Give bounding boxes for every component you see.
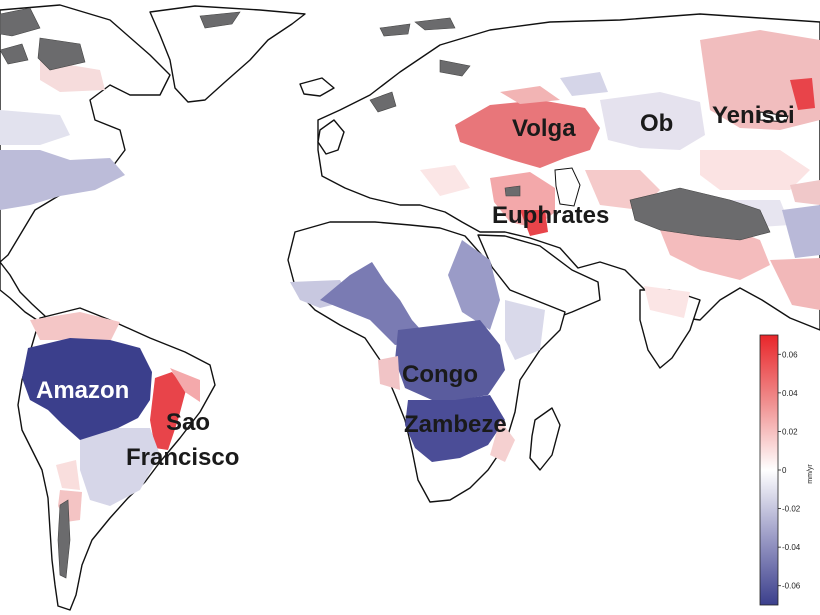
label-ob: Ob bbox=[640, 110, 673, 137]
arctic-islands-ice bbox=[414, 17, 456, 31]
caspian-sea bbox=[554, 167, 581, 207]
colorbar-ticks: 0.06 0.04 0.02 0 -0.02 -0.04 -0.06 bbox=[778, 350, 801, 591]
andes-ice bbox=[57, 499, 71, 579]
central-america bbox=[0, 261, 46, 323]
madagascar bbox=[529, 407, 561, 471]
sahel-cell bbox=[320, 262, 430, 345]
na-cell bbox=[0, 150, 125, 210]
ob-cell bbox=[560, 72, 608, 96]
land-layer bbox=[0, 4, 820, 611]
volga-cell bbox=[500, 86, 560, 104]
europe-cell bbox=[420, 165, 470, 196]
nile-cell bbox=[448, 240, 500, 330]
label-francisco: Francisco bbox=[126, 444, 239, 471]
yenisei-cell bbox=[790, 78, 815, 110]
east-siberia-cell bbox=[700, 150, 810, 190]
sa-cell bbox=[56, 460, 80, 490]
colorbar-tick-label: -0.02 bbox=[782, 505, 801, 514]
colorbar-tick-label: 0.02 bbox=[782, 427, 798, 436]
amazon-cell bbox=[30, 312, 120, 342]
label-yenisei: Yenisei bbox=[712, 102, 795, 129]
na-cell bbox=[0, 110, 70, 145]
colorbar-tick-label: 0 bbox=[782, 466, 787, 475]
label-amazon: Amazon bbox=[36, 377, 129, 404]
colorbar-unit: mm/yr bbox=[807, 464, 814, 484]
arctic-islands-ice bbox=[0, 7, 41, 37]
alaska-ice bbox=[0, 43, 29, 65]
label-congo: Congo bbox=[402, 361, 478, 388]
sa-africa-cell bbox=[378, 356, 400, 390]
ice-layer bbox=[0, 7, 771, 579]
caucasus-ice bbox=[504, 185, 521, 197]
asia-cell bbox=[770, 258, 820, 310]
label-zambeze: Zambeze bbox=[404, 411, 507, 438]
colorbar-ramp bbox=[759, 334, 779, 606]
label-euphrates: Euphrates bbox=[492, 202, 609, 229]
asia-cell bbox=[790, 180, 820, 205]
greenland bbox=[149, 5, 306, 103]
trend-cells bbox=[0, 30, 820, 522]
yenisei-cell bbox=[700, 30, 820, 130]
arctic-islands-ice bbox=[439, 59, 471, 77]
colorbar-tick-label: -0.06 bbox=[782, 582, 801, 591]
congo-cell bbox=[395, 320, 505, 400]
asia-cell bbox=[782, 205, 820, 258]
zambeze-cell bbox=[405, 395, 505, 462]
colorbar-tick-label: 0.06 bbox=[782, 350, 798, 359]
british-isles bbox=[317, 119, 345, 155]
sao-francisco-cell bbox=[150, 372, 186, 450]
iceland bbox=[299, 77, 335, 97]
amazon-cell bbox=[22, 338, 152, 442]
sao-francisco-cell bbox=[170, 368, 200, 402]
sa-cell bbox=[80, 428, 160, 506]
arctic-islands-ice bbox=[379, 23, 411, 37]
greenland-coast-ice bbox=[199, 11, 241, 29]
label-volga: Volga bbox=[512, 115, 576, 142]
sa-africa-cell bbox=[490, 420, 515, 462]
arctic-islands-ice bbox=[37, 37, 86, 71]
colorbar-tick-label: 0.04 bbox=[782, 389, 798, 398]
arctic-islands-ice bbox=[369, 91, 397, 113]
basin-labels: Amazon Sao Francisco Congo Zambeze Volga… bbox=[36, 102, 795, 471]
volga-cell bbox=[455, 100, 600, 168]
label-sao: Sao bbox=[166, 409, 210, 436]
east-africa-cell bbox=[505, 300, 545, 360]
lake-baikal bbox=[759, 111, 789, 123]
tibet-ice bbox=[629, 187, 771, 241]
euphrates-cell bbox=[520, 210, 548, 236]
colorbar-tick-label: -0.04 bbox=[782, 543, 801, 552]
india-cell bbox=[644, 286, 690, 318]
ob-cell bbox=[600, 92, 705, 150]
colorbar: 0.06 0.04 0.02 0 -0.02 -0.04 -0.06 mm/yr bbox=[759, 334, 814, 606]
